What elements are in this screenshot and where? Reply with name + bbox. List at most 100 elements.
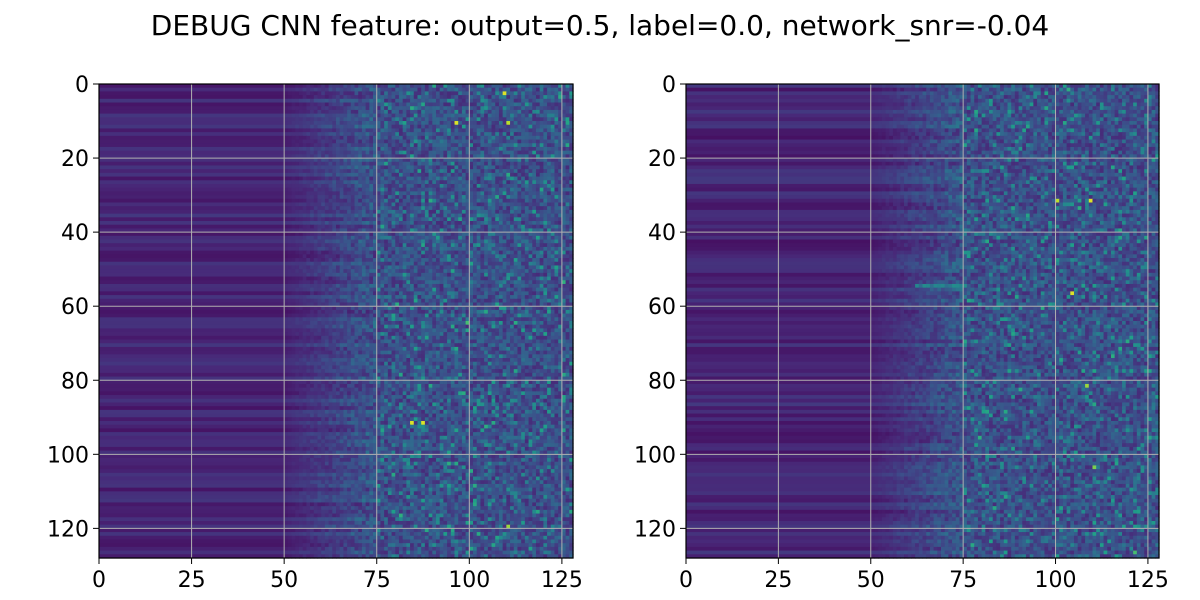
heatmap-cell: [510, 158, 514, 162]
heatmap-cell: [525, 262, 529, 266]
heatmap-cell: [343, 236, 347, 240]
heatmap-cell: [540, 114, 544, 118]
heatmap-cell: [317, 284, 321, 288]
heatmap-cell: [443, 136, 447, 140]
heatmap-cell: [332, 288, 336, 292]
heatmap-cell: [403, 247, 407, 251]
heatmap-cell: [429, 291, 433, 295]
heatmap-cell: [543, 84, 547, 88]
heatmap-cell: [529, 314, 533, 318]
heatmap-cell: [406, 199, 410, 203]
heatmap-cell: [451, 165, 455, 169]
heatmap-cell: [410, 188, 414, 192]
heatmap-cell: [562, 273, 566, 277]
heatmap-cell: [525, 314, 529, 318]
heatmap-cell: [377, 180, 381, 184]
heatmap-cell: [499, 284, 503, 288]
heatmap-cell: [284, 265, 288, 269]
heatmap-cell: [388, 277, 392, 281]
heatmap-cell: [425, 262, 429, 266]
heatmap-cell: [317, 125, 321, 129]
heatmap-cell: [310, 110, 314, 114]
heatmap-cell: [469, 103, 473, 107]
heatmap-cell: [380, 188, 384, 192]
heatmap-cell: [403, 110, 407, 114]
heatmap-cell: [410, 310, 414, 314]
heatmap-cell: [488, 299, 492, 303]
heatmap-cell: [366, 240, 370, 244]
heatmap-cell: [525, 128, 529, 132]
heatmap-cell: [503, 99, 507, 103]
heatmap-cell: [503, 284, 507, 288]
heatmap-cell: [317, 199, 321, 203]
heatmap-cell: [421, 110, 425, 114]
heatmap-cell: [477, 225, 481, 229]
heatmap-cell: [503, 195, 507, 199]
heatmap-cell: [406, 114, 410, 118]
heatmap-cell: [547, 91, 551, 95]
heatmap-cell: [347, 291, 351, 295]
heatmap-cell: [340, 125, 344, 129]
heatmap-cell: [355, 88, 359, 92]
heatmap-cell: [443, 243, 447, 247]
heatmap-cell: [362, 262, 366, 266]
heatmap-cell: [384, 262, 388, 266]
heatmap-cell: [303, 99, 307, 103]
heatmap-cell: [380, 84, 384, 88]
heatmap-cell: [525, 84, 529, 88]
heatmap-cell: [536, 203, 540, 207]
heatmap-cell: [469, 295, 473, 299]
heatmap-cell: [377, 221, 381, 225]
heatmap-cell: [332, 110, 336, 114]
heatmap-cell: [321, 203, 325, 207]
heatmap-cell: [314, 188, 318, 192]
heatmap-cell: [447, 254, 451, 258]
heatmap-cell: [399, 143, 403, 147]
heatmap-cell: [325, 247, 329, 251]
heatmap-cell: [395, 199, 399, 203]
heatmap-cell: [488, 269, 492, 273]
heatmap-cell: [532, 180, 536, 184]
heatmap-cell: [488, 288, 492, 292]
heatmap-cell: [384, 199, 388, 203]
heatmap-cell: [540, 295, 544, 299]
heatmap-cell: [284, 177, 288, 181]
heatmap-cell: [547, 258, 551, 262]
heatmap-cell: [514, 136, 518, 140]
heatmap-cell: [317, 210, 321, 214]
heatmap-cell: [306, 125, 310, 129]
heatmap-cell: [566, 265, 570, 269]
heatmap-cell: [495, 114, 499, 118]
heatmap-cell: [369, 291, 373, 295]
heatmap-cell: [336, 88, 340, 92]
heatmap-cell: [380, 243, 384, 247]
heatmap-cell: [314, 191, 318, 195]
heatmap-cell: [392, 310, 396, 314]
heatmap-cell: [299, 258, 303, 262]
heatmap-cell: [447, 147, 451, 151]
heatmap-cell: [447, 114, 451, 118]
heatmap-cell: [551, 299, 555, 303]
heatmap-cell: [366, 214, 370, 218]
heatmap-cell: [477, 203, 481, 207]
heatmap-cell: [425, 121, 429, 125]
heatmap-cell: [414, 173, 418, 177]
heatmap-cell: [325, 236, 329, 240]
heatmap-cell: [503, 221, 507, 225]
heatmap-cell: [447, 210, 451, 214]
heatmap-cell: [499, 95, 503, 99]
heatmap-cell: [355, 121, 359, 125]
heatmap-cell: [554, 180, 558, 184]
heatmap-cell: [340, 132, 344, 136]
heatmap-cell: [380, 158, 384, 162]
heatmap-cell: [310, 117, 314, 121]
heatmap-cell: [369, 128, 373, 132]
heatmap-cell: [292, 143, 296, 147]
heatmap-cell: [295, 221, 299, 225]
heatmap-cell: [421, 177, 425, 181]
heatmap-cell: [421, 210, 425, 214]
heatmap-cell: [503, 173, 507, 177]
heatmap-cell: [340, 236, 344, 240]
heatmap-cell: [292, 106, 296, 110]
heatmap-cell: [440, 247, 444, 251]
